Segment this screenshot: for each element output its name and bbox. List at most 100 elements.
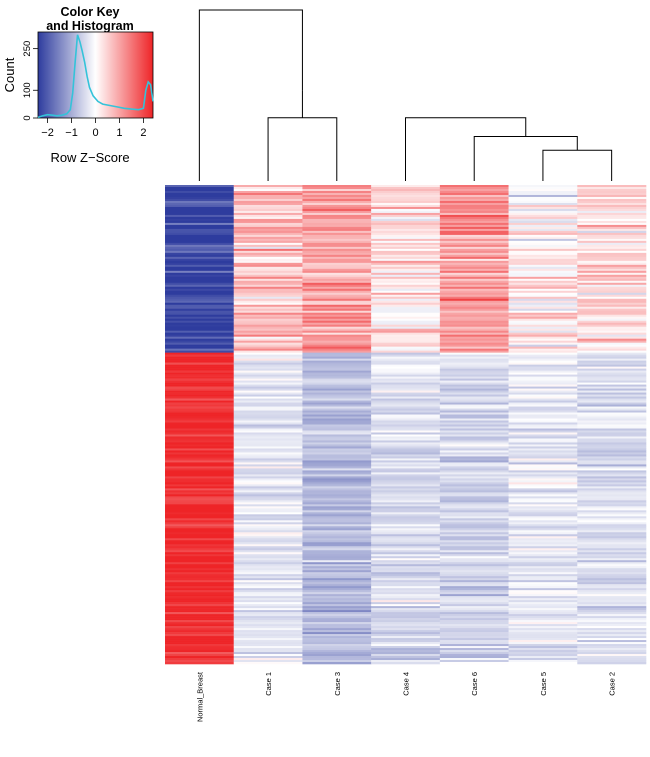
heatmap-cell (302, 520, 372, 523)
heatmap-cell (508, 568, 578, 571)
heatmap-cell (233, 404, 303, 407)
heatmap-cell (302, 402, 372, 405)
heatmap-cell (302, 442, 372, 445)
heatmap-cell (302, 266, 372, 270)
heatmap-cell (233, 578, 303, 581)
heatmap-cell (508, 524, 578, 527)
heatmap-cell (508, 202, 578, 206)
heatmap-cell (439, 224, 509, 228)
heatmap-cell (371, 386, 441, 389)
heatmap-cell (439, 474, 509, 477)
heatmap-cell (165, 492, 235, 495)
heatmap-cell (508, 326, 578, 329)
heatmap-cell (165, 192, 235, 196)
heatmap-cell (508, 602, 578, 605)
heatmap-cell (233, 644, 303, 647)
heatmap-cell (233, 232, 303, 236)
heatmap-cell (371, 476, 441, 479)
heatmap-cell (508, 632, 578, 635)
heatmap-cell (233, 582, 303, 585)
heatmap-cell (165, 536, 235, 539)
heatmap-cell (233, 518, 303, 521)
heatmap-cell (577, 264, 647, 268)
heatmap-cell (233, 334, 303, 337)
heatmap-cell (508, 444, 578, 447)
heatmap-cell (165, 282, 235, 286)
heatmap-cell (233, 250, 303, 254)
heatmap-cell (233, 290, 303, 294)
heatmap-cell (233, 190, 303, 194)
heatmap-cell (508, 300, 578, 304)
heatmap-cell (302, 646, 372, 649)
heatmap-cell (439, 560, 509, 563)
heatmap-cell (371, 646, 441, 649)
heatmap-cell (233, 472, 303, 475)
heatmap-cell (371, 404, 441, 407)
heatmap-cell (577, 628, 647, 631)
heatmap-cell (165, 600, 235, 603)
heatmap-cell (577, 550, 647, 553)
heatmap-cell (233, 502, 303, 505)
heatmap-cell (508, 342, 578, 345)
heatmap-cell (302, 414, 372, 417)
heatmap-cell (577, 296, 647, 300)
heatmap-cell (302, 214, 372, 218)
heatmap-cell (302, 192, 372, 196)
heatmap-cell (302, 432, 372, 435)
heatmap-cell (233, 630, 303, 633)
heatmap-cell (165, 414, 235, 417)
heatmap-cell (165, 552, 235, 555)
heatmap-cell (508, 290, 578, 294)
heatmap-cell (577, 520, 647, 523)
heatmap-cell (577, 332, 647, 335)
heatmap-cell (439, 200, 509, 204)
heatmap-cell (439, 304, 509, 308)
heatmap-cell (508, 308, 578, 312)
heatmap-cell (233, 448, 303, 451)
heatmap-cell (439, 510, 509, 513)
heatmap-cell (302, 428, 372, 431)
heatmap-cell (439, 638, 509, 641)
heatmap-cell (577, 304, 647, 308)
heatmap-cell (233, 546, 303, 549)
heatmap-cell (577, 276, 647, 280)
heatmap-cell (508, 544, 578, 547)
heatmap-cell (371, 416, 441, 419)
heatmap-cell (439, 218, 509, 222)
heatmap-cell (439, 388, 509, 391)
heatmap-cell (302, 254, 372, 258)
heatmap-cell (165, 620, 235, 623)
heatmap-cell (508, 420, 578, 423)
heatmap-cell (508, 220, 578, 224)
heatmap-cell (508, 354, 578, 357)
heatmap-cell (371, 328, 441, 331)
heatmap-cell (165, 238, 235, 242)
heatmap-cell (302, 298, 372, 302)
heatmap-cell (439, 334, 509, 337)
heatmap-cell (439, 187, 509, 190)
heatmap-cell (233, 318, 303, 322)
heatmap-cell (371, 350, 441, 353)
heatmap-cell (439, 656, 509, 659)
heatmap-cell (302, 456, 372, 459)
heatmap-cell (577, 352, 647, 355)
heatmap-cell (439, 216, 509, 220)
heatmap-cell (165, 362, 235, 365)
heatmap-cell (508, 656, 578, 659)
heatmap-cell (302, 562, 372, 565)
key-y-tick-label: 250 (22, 41, 33, 57)
heatmap-cell (233, 408, 303, 411)
heatmap-cell (371, 320, 441, 324)
heatmap-cell (508, 340, 578, 343)
heatmap-cell (439, 348, 509, 351)
heatmap-cell (371, 486, 441, 489)
heatmap-cell (508, 428, 578, 431)
heatmap-cell (165, 352, 235, 355)
heatmap-cell (439, 196, 509, 200)
heatmap-cell (233, 600, 303, 603)
heatmap-cell (508, 272, 578, 276)
heatmap-cell (577, 436, 647, 439)
heatmap-cell (233, 280, 303, 284)
heatmap-cell (577, 248, 647, 252)
heatmap-cell (508, 230, 578, 234)
